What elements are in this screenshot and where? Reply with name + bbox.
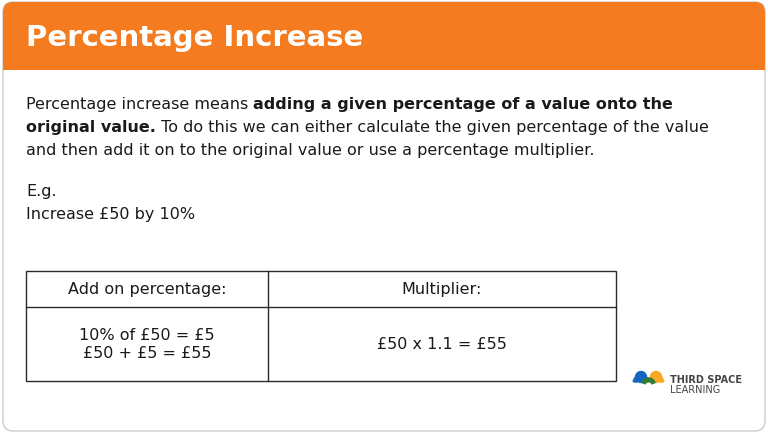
Text: E.g.: E.g. (26, 184, 57, 198)
Text: Add on percentage:: Add on percentage: (68, 282, 227, 297)
Text: Percentage increase means: Percentage increase means (26, 97, 253, 112)
Text: Percentage Increase: Percentage Increase (26, 24, 363, 52)
Text: adding a given percentage of a value onto the: adding a given percentage of a value ont… (253, 97, 674, 112)
Circle shape (635, 372, 647, 383)
FancyBboxPatch shape (3, 3, 765, 71)
Text: LEARNING: LEARNING (670, 384, 720, 394)
Text: original value.: original value. (26, 120, 156, 135)
FancyBboxPatch shape (3, 3, 765, 431)
Text: and then add it on to the original value or use a percentage multiplier.: and then add it on to the original value… (26, 143, 594, 158)
Wedge shape (648, 375, 664, 382)
Text: Multiplier:: Multiplier: (402, 282, 482, 297)
Bar (26, 271, 616, 381)
Bar (3, 61, 765, 71)
Circle shape (650, 372, 661, 383)
Text: THIRD SPACE: THIRD SPACE (670, 374, 742, 384)
Text: Increase £50 by 10%: Increase £50 by 10% (26, 207, 195, 221)
Text: £50 x 1.1 = £55: £50 x 1.1 = £55 (377, 337, 507, 352)
Wedge shape (642, 378, 655, 384)
Text: 10% of £50 = £5: 10% of £50 = £5 (79, 328, 215, 343)
Text: To do this we can either calculate the given percentage of the value: To do this we can either calculate the g… (156, 120, 709, 135)
Wedge shape (633, 375, 649, 382)
Text: £50 + £5 = £55: £50 + £5 = £55 (83, 346, 211, 361)
